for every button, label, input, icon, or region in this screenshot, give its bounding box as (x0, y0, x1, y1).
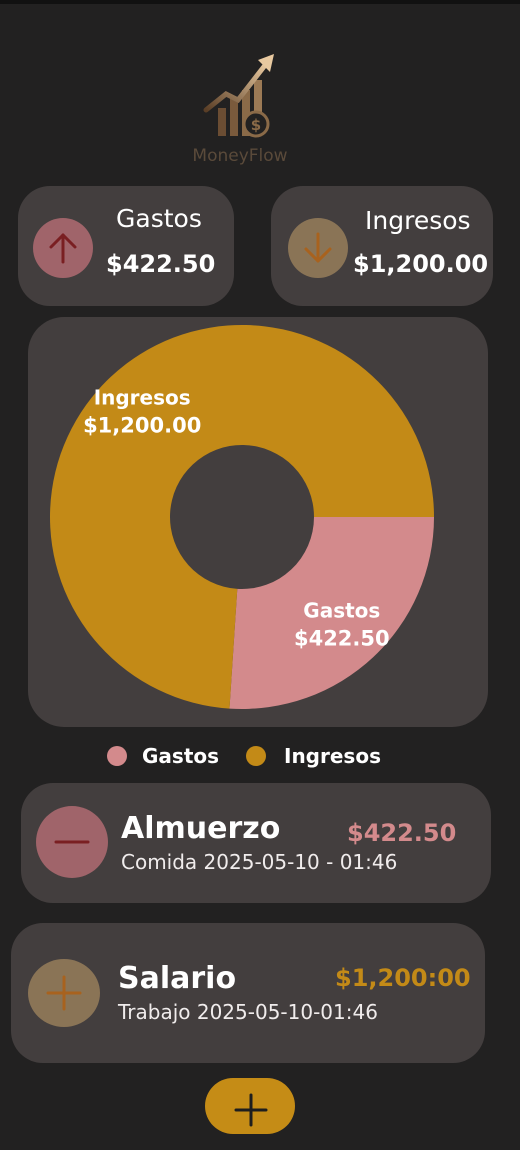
legend-gastos-label: Gastos (142, 744, 220, 768)
minus-icon (36, 806, 108, 878)
arrow-up-icon (33, 218, 93, 278)
transaction-title: Almuerzo (121, 811, 281, 846)
legend-gastos-dot (107, 746, 127, 766)
legend-ingresos-label: Ingresos (284, 744, 381, 768)
add-transaction-button[interactable] (205, 1078, 295, 1134)
transaction-subtitle: Trabajo 2025-05-10-01:46 (118, 1000, 378, 1024)
expenses-label: Gastos (116, 204, 202, 233)
plus-icon (234, 1093, 268, 1127)
chart-card: Gastos $422.50 Ingresos $1,200.00 (28, 317, 488, 727)
income-label: Ingresos (365, 206, 471, 235)
income-total: $1,200.00 (353, 250, 489, 278)
transaction-amount: $1,200:00 (335, 964, 471, 992)
transaction-card-almuerzo[interactable]: Almuerzo Comida 2025-05-10 - 01:46 $422.… (21, 783, 491, 903)
arrow-down-icon (288, 218, 348, 278)
slice-value-gastos: $422.50 (294, 627, 390, 651)
slice-value-ingresos: $1,200.00 (83, 413, 201, 437)
transaction-card-salario[interactable]: Salario Trabajo 2025-05-10-01:46 $1,200:… (11, 923, 485, 1063)
logo-text: MoneyFlow (192, 146, 288, 166)
donut-chart: Gastos $422.50 Ingresos $1,200.00 (50, 325, 435, 709)
pie-slice-ingresos (50, 325, 435, 709)
plus-icon (28, 959, 100, 1027)
slice-label-gastos: Gastos (303, 599, 380, 623)
transaction-title: Salario (118, 961, 237, 996)
expenses-total: $422.50 (106, 250, 216, 278)
transaction-amount: $422.50 (347, 819, 457, 847)
slice-label-ingresos: Ingresos (94, 385, 191, 409)
income-summary-card[interactable]: Ingresos $1,200.00 (271, 186, 493, 306)
logo-chart-icon: $ (203, 54, 274, 138)
chart-legend: Gastos Ingresos (0, 740, 520, 776)
app-logo: $ MoneyFlow (180, 50, 300, 170)
svg-text:$: $ (251, 116, 261, 134)
transaction-subtitle: Comida 2025-05-10 - 01:46 (121, 850, 398, 874)
expenses-summary-card[interactable]: Gastos $422.50 (18, 186, 234, 306)
pie-slice-gastos (229, 517, 434, 709)
legend-ingresos-dot (246, 746, 266, 766)
